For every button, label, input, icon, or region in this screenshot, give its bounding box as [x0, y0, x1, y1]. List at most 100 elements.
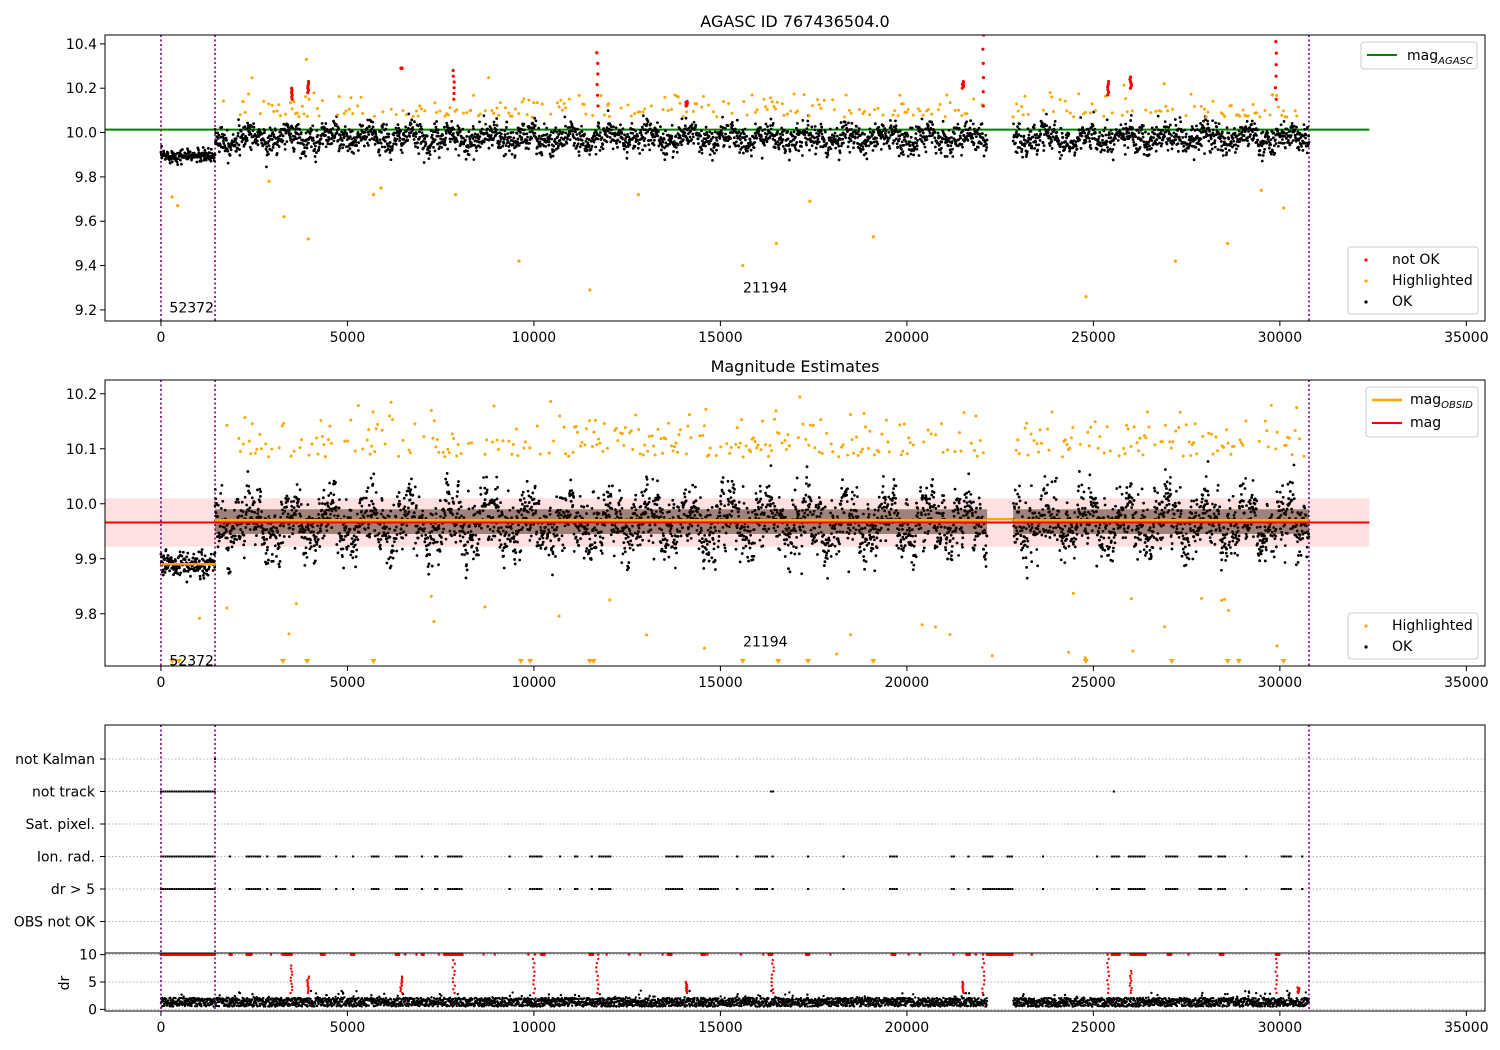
ok-point — [882, 142, 886, 146]
ok-point — [536, 145, 540, 149]
highlighted-point — [649, 104, 653, 108]
ok-point — [1114, 137, 1117, 140]
ok-point — [665, 152, 669, 156]
ok-point — [930, 141, 934, 144]
ok-point — [1087, 136, 1091, 140]
ok-point — [426, 536, 430, 540]
ok-point — [241, 132, 245, 136]
ok-point — [576, 142, 580, 146]
ok-point — [477, 553, 480, 557]
ok-point — [1131, 138, 1135, 141]
ok-point — [403, 505, 407, 509]
ok-point — [304, 154, 308, 158]
ok-point — [890, 127, 893, 130]
ok-point — [1090, 133, 1094, 136]
ok-point — [810, 139, 813, 143]
ok-point — [298, 512, 302, 516]
ok-point — [850, 121, 854, 125]
ok-point — [522, 497, 526, 500]
ok-point — [309, 538, 312, 542]
ok-point — [707, 134, 711, 138]
ok-point — [861, 145, 865, 149]
ok-point — [324, 122, 328, 125]
ok-point — [313, 147, 317, 151]
ok-point — [479, 486, 482, 490]
ok-point — [295, 483, 299, 486]
ok-point — [499, 132, 503, 136]
ok-point — [544, 144, 548, 148]
ok-point — [735, 134, 739, 138]
ok-point — [1082, 129, 1086, 133]
ok-point — [360, 509, 363, 513]
ok-point — [366, 130, 370, 134]
ok-point — [1267, 146, 1271, 150]
ok-point — [1217, 132, 1221, 136]
ok-point — [820, 125, 823, 129]
ok-point — [316, 524, 320, 528]
ok-point — [1234, 143, 1238, 147]
ok-point — [738, 151, 742, 154]
ok-point — [390, 147, 394, 151]
ok-point — [906, 134, 910, 137]
ok-point — [238, 535, 242, 539]
ok-point — [787, 158, 791, 162]
ok-point — [907, 148, 911, 151]
ok-point — [281, 134, 285, 138]
ok-point — [1144, 130, 1147, 134]
ok-point — [198, 559, 201, 563]
ok-point — [166, 151, 170, 155]
ok-point — [356, 130, 360, 134]
highlighted-point — [411, 115, 415, 119]
ok-point — [1123, 143, 1127, 147]
highlighted-point — [896, 114, 900, 118]
ok-point — [632, 128, 636, 131]
ok-point — [353, 543, 357, 547]
ok-point — [1091, 124, 1095, 127]
ok-point — [1129, 113, 1133, 117]
ok-point — [239, 509, 243, 512]
ok-point — [423, 136, 427, 140]
ok-point — [316, 531, 320, 535]
ok-point — [923, 145, 927, 149]
highlighted-point — [607, 115, 611, 119]
panel1-title: AGASC ID 767436504.0 — [700, 12, 889, 31]
ok-point — [414, 506, 418, 510]
legend-highlighted-marker — [1364, 279, 1368, 283]
ok-point — [757, 129, 761, 133]
ok-point — [466, 149, 469, 153]
ok-point — [205, 569, 209, 573]
ok-point — [433, 149, 437, 153]
ok-point — [267, 558, 270, 562]
highlighted-point — [372, 114, 376, 118]
ok-point — [180, 554, 184, 558]
ok-point — [519, 549, 523, 553]
ok-point — [1098, 130, 1102, 134]
ok-point — [551, 154, 555, 158]
ok-point — [287, 522, 291, 526]
ok-point — [791, 134, 795, 138]
ok-point — [416, 146, 420, 149]
ok-point — [415, 504, 418, 507]
ok-point — [773, 139, 777, 142]
ok-point — [1158, 141, 1161, 145]
ok-point — [344, 525, 348, 528]
ok-point — [833, 131, 837, 135]
ok-point — [568, 132, 572, 136]
ok-point — [371, 125, 375, 129]
y-tick-label: 10.4 — [66, 37, 97, 53]
not-ok-point — [452, 80, 456, 84]
ok-point — [178, 566, 181, 570]
ok-point — [1216, 148, 1220, 151]
ok-point — [1180, 130, 1184, 134]
ok-point — [201, 569, 205, 573]
ok-point — [328, 481, 332, 485]
ok-point — [336, 138, 340, 142]
ok-point — [353, 528, 357, 531]
ok-point — [1155, 138, 1159, 141]
highlighted-point — [262, 99, 266, 103]
ok-point — [823, 130, 827, 134]
ok-point — [1293, 128, 1297, 131]
ok-point — [461, 127, 465, 131]
ok-point — [332, 139, 336, 143]
ok-point — [409, 488, 413, 491]
